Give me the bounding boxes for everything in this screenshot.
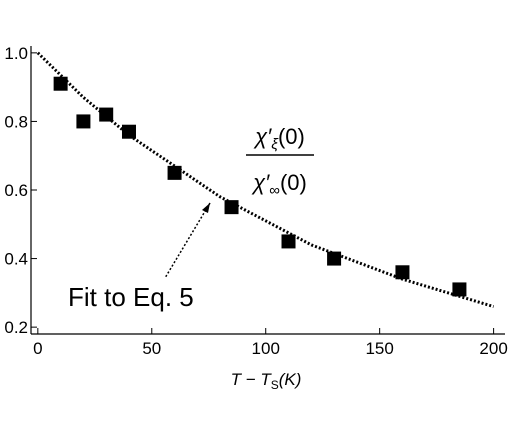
- annotation-arrow: [164, 202, 211, 279]
- x-tick-label: 0: [33, 339, 42, 358]
- label-part: ∞: [269, 182, 280, 199]
- data-point: [99, 107, 114, 122]
- y-tick-label: 1.0: [4, 44, 28, 63]
- y-tick-label: 0.2: [4, 318, 28, 337]
- label-part: χ′: [251, 170, 270, 195]
- fraction-denominator: χ′∞(0): [251, 170, 307, 199]
- data-point: [53, 76, 68, 91]
- x-tick-label: 100: [252, 339, 280, 358]
- y-tick-label: 0.4: [4, 250, 28, 269]
- data-point: [327, 251, 342, 266]
- fraction-numerator: χ′ξ(0): [253, 124, 305, 153]
- data-point: [395, 265, 410, 280]
- y-tick-label: 0.6: [4, 181, 28, 200]
- label-part: (K): [279, 370, 302, 389]
- x-tick-label: 200: [479, 339, 507, 358]
- data-point: [224, 200, 239, 215]
- y-tick-label: 0.8: [4, 112, 28, 131]
- x-tick-label: 50: [142, 339, 161, 358]
- data-point: [452, 282, 467, 297]
- label-part: ξ: [271, 136, 279, 153]
- annotation: Fit to Eq. 5: [68, 282, 194, 312]
- arrow-head: [202, 203, 210, 213]
- label-part: S: [271, 378, 279, 392]
- data-point: [121, 124, 136, 139]
- fit-line: [36, 51, 495, 309]
- x-tick-label: 150: [365, 339, 393, 358]
- label-part: χ′: [253, 124, 272, 149]
- data-point: [167, 165, 182, 180]
- label-part: (0): [280, 170, 307, 195]
- x-axis-label: T − TS(K): [231, 370, 302, 392]
- label-part: T − T: [231, 370, 273, 389]
- data-point: [76, 114, 91, 129]
- label-part: (0): [278, 124, 305, 149]
- data-point: [281, 234, 296, 249]
